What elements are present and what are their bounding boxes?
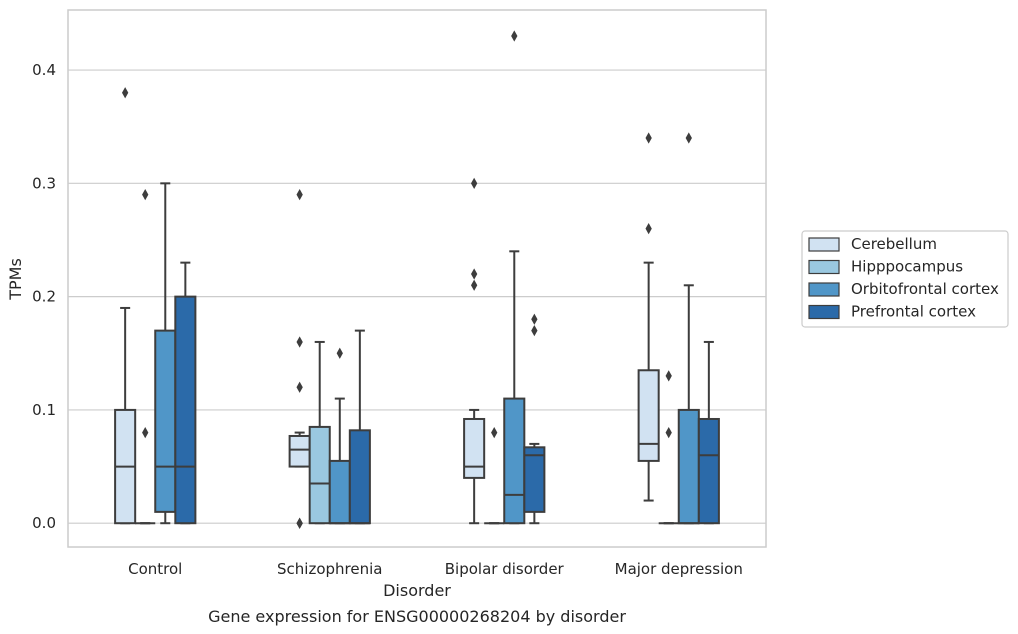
outlier-point — [645, 132, 652, 144]
outlier-point — [531, 324, 538, 337]
box-1-2 — [328, 347, 351, 525]
y-tick-label: 0.1 — [32, 401, 56, 419]
box-iqr — [677, 408, 700, 525]
box-0-0 — [114, 87, 137, 525]
y-tick-label: 0.0 — [32, 514, 56, 532]
outlier-point — [296, 189, 303, 201]
outlier-point — [470, 279, 478, 291]
legend-swatch — [808, 237, 840, 252]
box-iqr — [637, 369, 660, 462]
outlier-point — [665, 370, 672, 382]
box-iqr — [348, 429, 371, 525]
box-3-3 — [697, 340, 720, 525]
box-3-0 — [637, 132, 660, 502]
x-tick-label: Bipolar disorder — [445, 560, 565, 578]
x-axis-label: Disorder — [383, 581, 451, 600]
outlier-point — [511, 30, 518, 42]
box-plots — [114, 30, 720, 529]
box-0-1 — [135, 189, 156, 525]
outlier-point — [296, 381, 303, 393]
y-tick-label: 0.3 — [32, 174, 56, 192]
outlier-point — [470, 268, 478, 280]
box-iqr — [154, 329, 177, 513]
x-tick-label: Major depression — [615, 560, 743, 578]
outlier-point — [296, 336, 303, 348]
x-axis-ticks: Control Schizophrenia Bipolar disorder Majo… — [128, 560, 743, 578]
y-tick-label: 0.2 — [32, 288, 56, 306]
legend-frame — [801, 230, 1009, 328]
box-iqr — [463, 417, 486, 479]
outlier-point — [296, 517, 303, 529]
legend-label: Cerebellum — [851, 235, 937, 253]
legend-label: Hipppocampus — [851, 258, 963, 276]
box-2-0 — [463, 177, 486, 525]
legend-label: Orbitofrontal cortex — [851, 280, 999, 298]
box-1-0 — [288, 189, 311, 529]
y-axis-label: TPMs — [6, 258, 25, 301]
y-tick-label: 0.4 — [32, 61, 56, 79]
chart-caption: Gene expression for ENSG00000268204 by d… — [208, 607, 626, 626]
outlier-point — [685, 132, 692, 144]
box-3-1 — [658, 370, 679, 525]
box-iqr — [328, 459, 351, 525]
box-3-2 — [677, 132, 700, 525]
box-2-2 — [503, 30, 526, 525]
legend-swatch — [808, 259, 840, 275]
x-tick-label: Schizophrenia — [277, 560, 382, 578]
legend-label: Prefrontal cortex — [851, 303, 976, 321]
legend: Cerebellum Hipppocampus Orbitofrontal cort… — [801, 230, 1009, 328]
y-axis-ticks: 0.0 0.1 0.2 0.3 0.4 — [32, 61, 56, 532]
box-0-2 — [154, 182, 177, 525]
x-tick-label: Control — [128, 560, 182, 578]
outlier-point — [142, 189, 149, 201]
outlier-point — [665, 426, 672, 439]
box-iqr — [697, 417, 720, 525]
outlier-point — [142, 426, 149, 439]
box-iqr — [174, 295, 197, 525]
outlier-point — [121, 87, 129, 99]
box-iqr — [503, 397, 526, 525]
box-2-3 — [523, 313, 546, 525]
outlier-point — [336, 347, 343, 359]
outlier-point — [531, 313, 538, 325]
legend-swatch — [808, 282, 840, 297]
outlier-point — [645, 223, 652, 235]
box-iqr — [288, 434, 311, 468]
legend-swatch — [808, 304, 840, 320]
box-iqr — [308, 425, 331, 525]
plot-area-frame — [67, 9, 767, 548]
box-1-1 — [308, 340, 331, 525]
outlier-point — [491, 426, 498, 439]
box-2-1 — [484, 426, 505, 525]
outlier-point — [470, 177, 478, 189]
box-1-3 — [348, 329, 371, 525]
box-0-3 — [174, 261, 197, 525]
box-iqr — [523, 446, 546, 513]
